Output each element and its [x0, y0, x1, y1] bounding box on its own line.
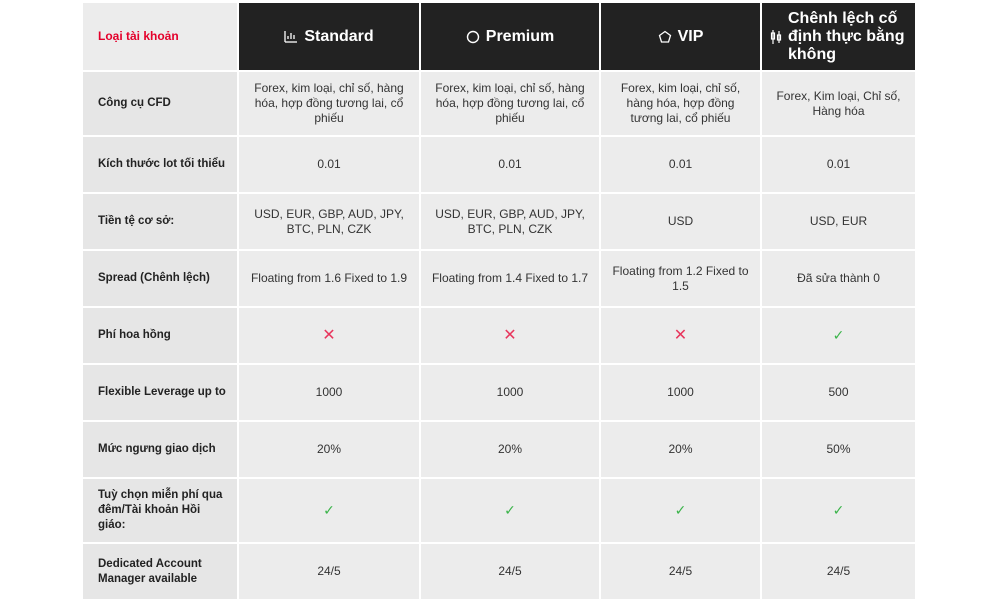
table-cell: 0.01 [601, 137, 760, 192]
header-label: Loại tài khoản [83, 3, 237, 70]
row-label: Dedicated Account Manager available [83, 544, 237, 599]
table-cell: Floating from 1.4 Fixed to 1.7 [421, 251, 599, 306]
table-cell: 24/5 [762, 544, 915, 599]
row-label: Công cụ CFD [83, 72, 237, 135]
table-cell: 0.01 [239, 137, 419, 192]
header-standard: Standard [239, 3, 419, 70]
table-cell: Floating from 1.2 Fixed to 1.5 [601, 251, 760, 306]
check-icon: ✓ [674, 502, 687, 518]
header-standard-label: Standard [304, 28, 374, 45]
cross-icon: ✕ [322, 327, 336, 344]
row-label: Tuỳ chọn miễn phí qua đêm/Tài khoản Hồi … [83, 479, 237, 542]
table-cell: Forex, Kim loại, Chỉ số, Hàng hóa [762, 72, 915, 135]
table-cell: 500 [762, 365, 915, 420]
header-zero-spread-label: Chênh lệch cố định thực bằng không [788, 9, 905, 63]
table-cell: Đã sửa thành 0 [762, 251, 915, 306]
row-label: Phí hoa hồng [83, 308, 237, 363]
table-cell: USD, EUR, GBP, AUD, JPY, BTC, PLN, CZK [421, 194, 599, 249]
check-icon: ✓ [832, 502, 845, 518]
table-row: Tiền tệ cơ sở: USD, EUR, GBP, AUD, JPY, … [83, 194, 915, 249]
table-cell: 1000 [601, 365, 760, 420]
table-cell: Forex, kim loại, chỉ số, hàng hóa, hợp đ… [239, 72, 419, 135]
table-cell: 20% [601, 422, 760, 477]
table-row: Spread (Chênh lệch) Floating from 1.6 Fi… [83, 251, 915, 306]
table-cell: 1000 [421, 365, 599, 420]
table-header-row: Loại tài khoản Standard Premium VIP Chên… [83, 3, 915, 70]
table-row: Flexible Leverage up to 1000 1000 1000 5… [83, 365, 915, 420]
header-vip: VIP [601, 3, 760, 70]
table-row: Mức ngưng giao dịch 20% 20% 20% 50% [83, 422, 915, 477]
check-icon: ✓ [504, 502, 516, 518]
row-label: Mức ngưng giao dịch [83, 422, 237, 477]
candlestick-icon [770, 29, 782, 45]
row-label: Tiền tệ cơ sở: [83, 194, 237, 249]
table-cell: USD, EUR, GBP, AUD, JPY, BTC, PLN, CZK [239, 194, 419, 249]
header-zero-spread: Chênh lệch cố định thực bằng không [762, 3, 915, 70]
table-row: Phí hoa hồng ✕ ✕ ✕ ✓ [83, 308, 915, 363]
pentagon-icon [658, 30, 672, 44]
table-cell: Floating from 1.6 Fixed to 1.9 [239, 251, 419, 306]
table-cell: 20% [421, 422, 599, 477]
table-row: Công cụ CFD Forex, kim loại, chỉ số, hàn… [83, 72, 915, 135]
row-label: Kích thước lot tối thiểu [83, 137, 237, 192]
header-premium-label: Premium [485, 28, 555, 45]
table-cell: ✕ [601, 308, 760, 363]
table-cell: ✓ [239, 479, 419, 542]
check-icon: ✓ [832, 327, 845, 343]
table-cell: 1000 [239, 365, 419, 420]
table-cell: ✕ [239, 308, 419, 363]
table-row: Dedicated Account Manager available 24/5… [83, 544, 915, 599]
table-cell: 50% [762, 422, 915, 477]
account-comparison-table: Loại tài khoản Standard Premium VIP Chên… [83, 3, 915, 601]
row-label: Flexible Leverage up to [83, 365, 237, 420]
cross-icon: ✕ [673, 327, 688, 344]
table-cell: 20% [239, 422, 419, 477]
header-vip-label: VIP [677, 28, 704, 45]
table-row: Kích thước lot tối thiểu 0.01 0.01 0.01 … [83, 137, 915, 192]
circle-icon [466, 30, 480, 44]
table-cell: 24/5 [239, 544, 419, 599]
check-icon: ✓ [323, 502, 335, 518]
table-cell: ✓ [762, 479, 915, 542]
row-label: Spread (Chênh lệch) [83, 251, 237, 306]
table-cell: ✓ [601, 479, 760, 542]
table-cell: USD [601, 194, 760, 249]
table-cell: Forex, kim loại, chỉ số, hàng hóa, hợp đ… [601, 72, 760, 135]
table-cell: 24/5 [421, 544, 599, 599]
table-cell: 24/5 [601, 544, 760, 599]
table-cell: Forex, kim loại, chỉ số, hàng hóa, hợp đ… [421, 72, 599, 135]
header-premium: Premium [421, 3, 599, 70]
table-cell: ✓ [421, 479, 599, 542]
table-cell: ✓ [762, 308, 915, 363]
table-cell: 0.01 [421, 137, 599, 192]
cross-icon: ✕ [503, 327, 517, 344]
table-cell: ✕ [421, 308, 599, 363]
bar-chart-icon [284, 30, 298, 43]
table-cell: USD, EUR [762, 194, 915, 249]
table-row: Tuỳ chọn miễn phí qua đêm/Tài khoản Hồi … [83, 479, 915, 542]
table-cell: 0.01 [762, 137, 915, 192]
